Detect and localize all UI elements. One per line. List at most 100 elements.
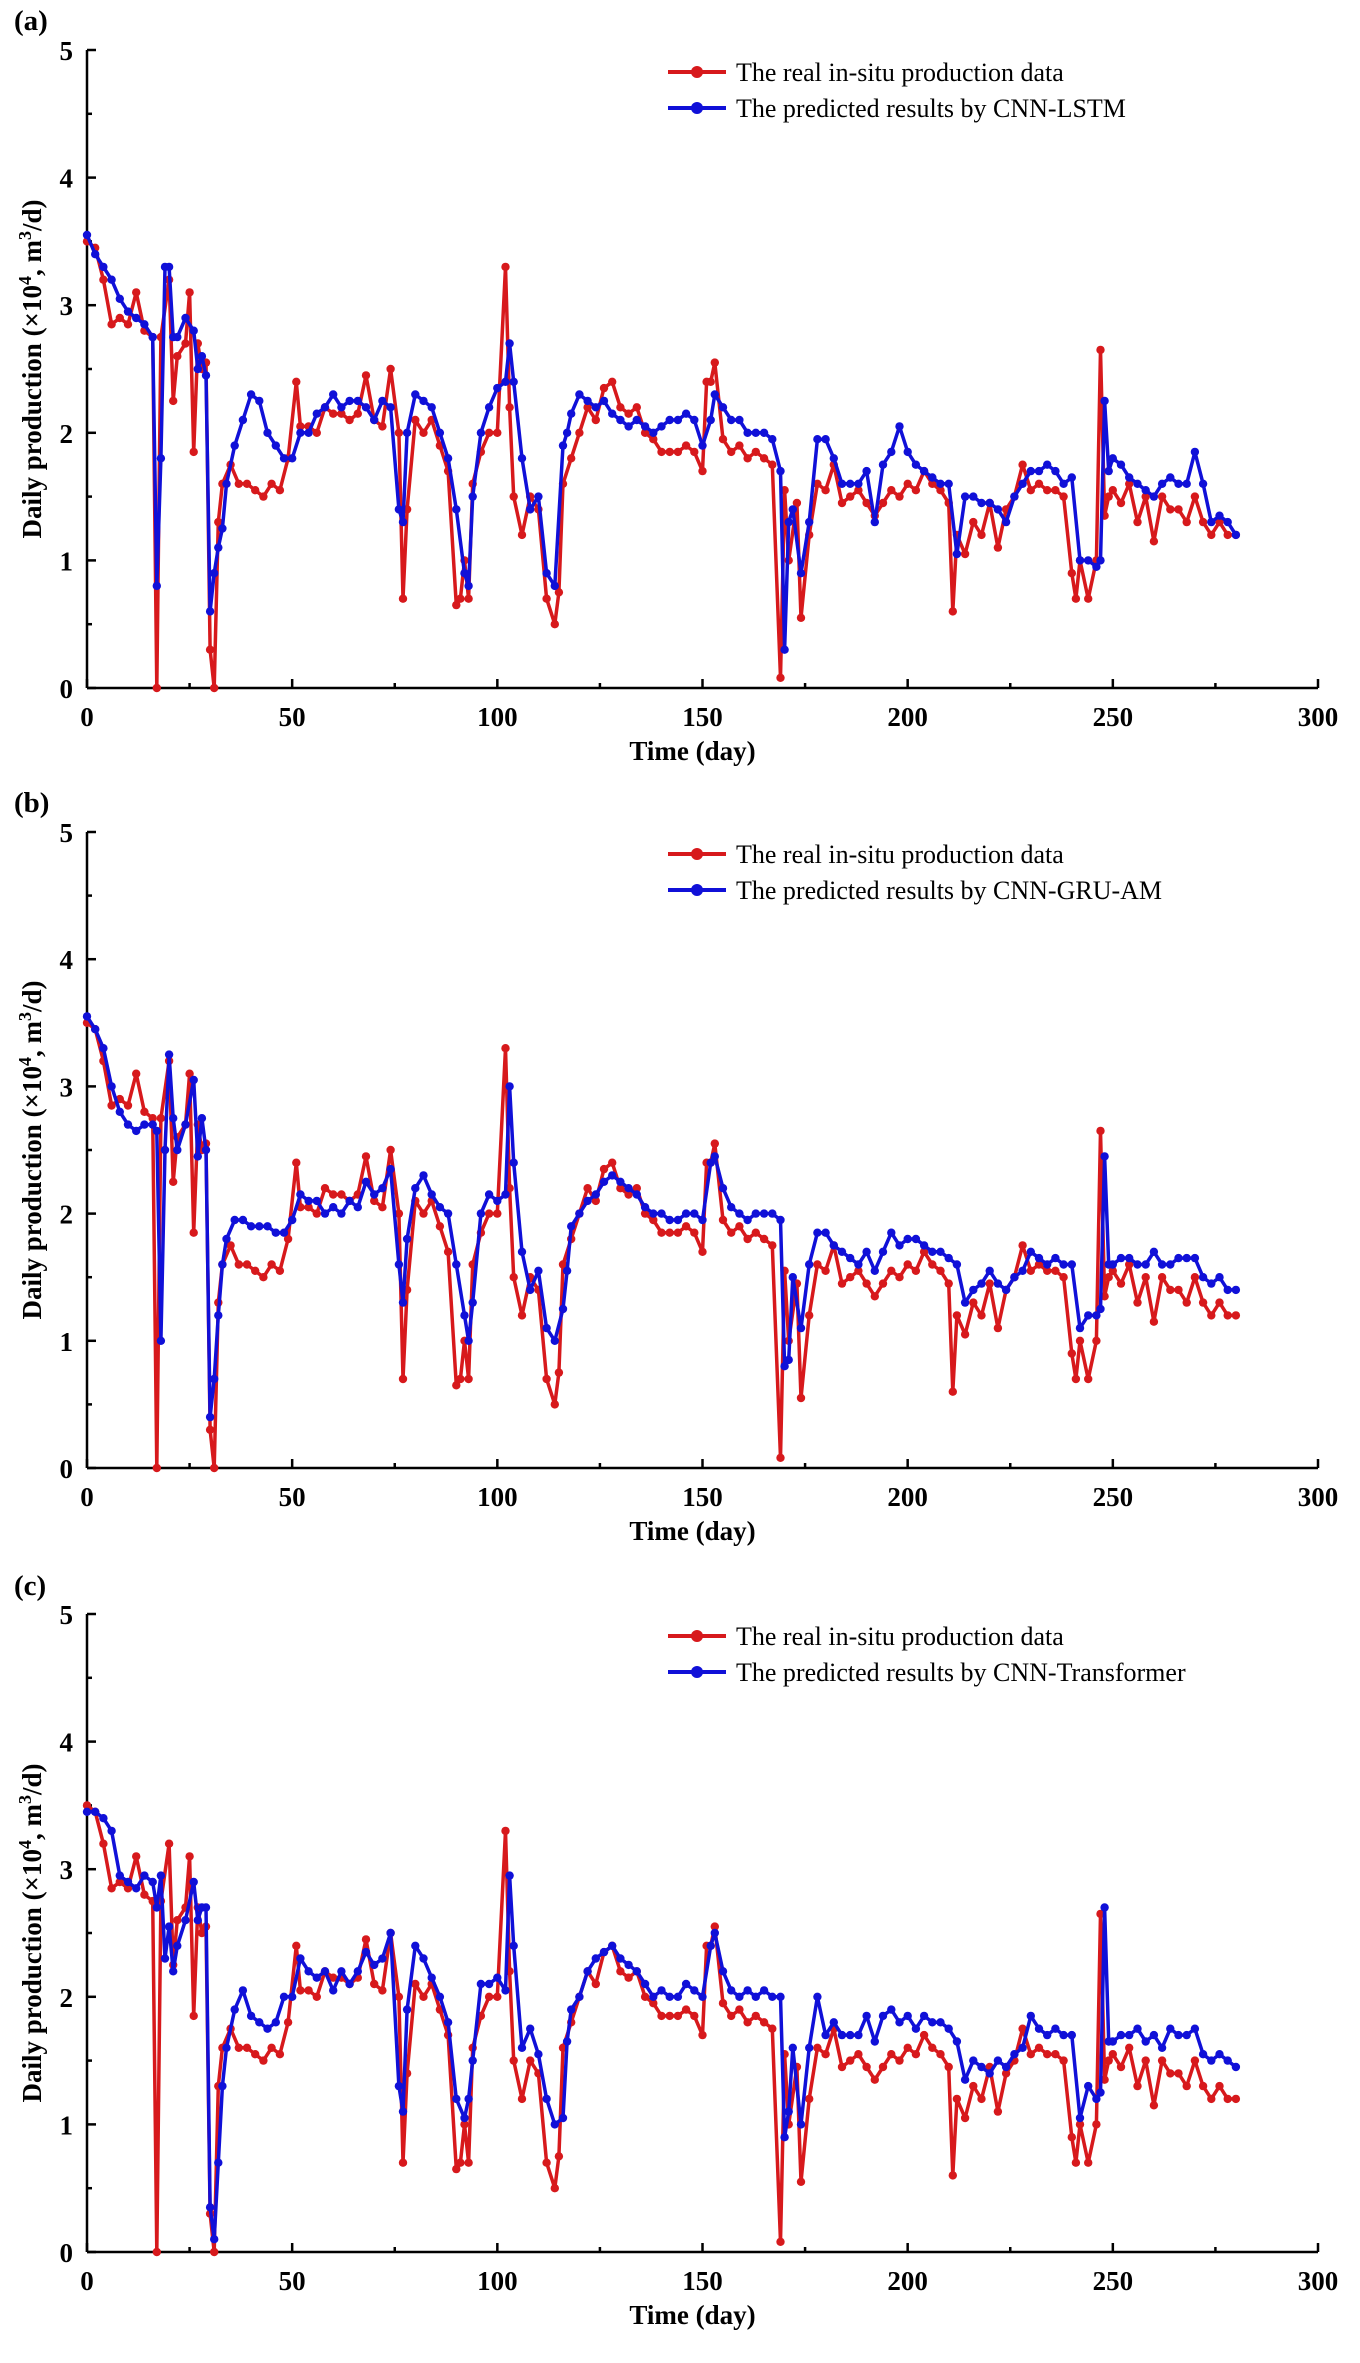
data-point <box>288 454 297 463</box>
data-point <box>1067 1260 1077 1269</box>
data-point <box>735 2005 744 2014</box>
data-point <box>583 1184 592 1193</box>
data-point <box>517 1247 527 1257</box>
data-point <box>993 543 1003 552</box>
data-point <box>152 581 161 591</box>
data-point <box>632 415 641 425</box>
data-point <box>977 1311 986 1320</box>
series-1 <box>82 1807 1241 2244</box>
data-point <box>616 415 625 425</box>
data-point <box>1108 486 1118 495</box>
data-point <box>1108 454 1118 463</box>
data-point <box>267 1260 276 1269</box>
data-point <box>1182 1253 1191 1263</box>
data-point <box>1043 2050 1052 2059</box>
data-point <box>1010 492 1019 501</box>
data-point <box>464 1336 473 1346</box>
data-point <box>1223 2056 1232 2065</box>
data-point <box>673 447 683 457</box>
data-point <box>977 530 986 540</box>
data-point <box>1067 2030 1077 2040</box>
data-point <box>189 2011 198 2021</box>
data-point <box>784 517 793 527</box>
data-point <box>205 645 215 654</box>
data-point <box>575 390 584 399</box>
data-point <box>969 2056 978 2065</box>
data-point <box>238 415 248 425</box>
data-point <box>296 1954 305 1963</box>
data-point <box>591 1979 600 1989</box>
data-point <box>189 447 198 457</box>
data-point <box>854 1266 863 1276</box>
data-point <box>419 1992 428 2002</box>
data-point <box>353 1967 362 1976</box>
series-line <box>85 1021 1236 1470</box>
data-point <box>505 1082 514 1091</box>
data-point <box>214 1311 223 1320</box>
data-point <box>107 1101 116 1110</box>
data-point <box>948 1387 957 1396</box>
x-tick-label: 50 <box>279 2266 306 2296</box>
data-point <box>718 1184 728 1193</box>
data-point <box>821 435 830 444</box>
data-point <box>1092 1311 1101 1320</box>
legend-marker <box>691 848 703 860</box>
data-point <box>476 428 486 437</box>
data-point <box>665 447 674 457</box>
data-point <box>936 2018 945 2027</box>
data-point <box>1018 1241 1027 1250</box>
data-point <box>419 1209 428 1218</box>
data-point <box>234 479 243 488</box>
data-point <box>550 581 559 591</box>
data-point <box>673 2011 683 2021</box>
data-point <box>1116 498 1126 508</box>
series-0 <box>82 237 1241 693</box>
data-point <box>599 1947 609 1957</box>
data-point <box>501 1044 510 1053</box>
data-point <box>727 1228 736 1237</box>
data-point <box>903 1260 912 1269</box>
data-point <box>640 428 650 437</box>
data-point <box>468 1298 477 1307</box>
data-point <box>411 390 420 399</box>
data-point <box>706 415 715 425</box>
data-point <box>210 2247 219 2257</box>
data-point <box>173 1916 182 1925</box>
data-point <box>152 683 161 693</box>
data-point <box>649 1209 658 1218</box>
data-point <box>123 320 133 329</box>
data-point <box>969 492 978 501</box>
data-point <box>329 1203 338 1212</box>
data-point <box>616 1967 625 1976</box>
data-point <box>854 2030 863 2040</box>
data-point <box>727 2011 736 2021</box>
data-point <box>255 396 264 406</box>
data-point <box>296 428 305 437</box>
data-point <box>969 517 978 527</box>
data-point <box>501 1986 510 1995</box>
data-point <box>456 2158 465 2167</box>
data-point <box>464 1374 473 1384</box>
legend-marker <box>691 102 703 114</box>
data-point <box>690 2011 699 2021</box>
data-point <box>751 2011 760 2021</box>
data-point <box>452 1381 461 1390</box>
data-point <box>107 1826 116 1836</box>
data-point <box>1125 2043 1134 2052</box>
data-point <box>201 371 211 380</box>
data-point <box>156 454 166 463</box>
data-point <box>837 2030 847 2040</box>
data-point <box>140 320 149 329</box>
data-point <box>394 505 404 514</box>
data-point <box>345 1979 354 1989</box>
data-point <box>1026 486 1036 495</box>
data-point <box>271 2018 280 2027</box>
data-point <box>435 1222 445 1231</box>
data-point <box>370 1979 379 1989</box>
data-point <box>878 1247 888 1257</box>
data-point <box>501 1826 510 1836</box>
data-point <box>780 2133 789 2142</box>
data-point <box>255 2018 264 2027</box>
data-point <box>140 1107 149 1117</box>
data-point <box>735 441 744 450</box>
